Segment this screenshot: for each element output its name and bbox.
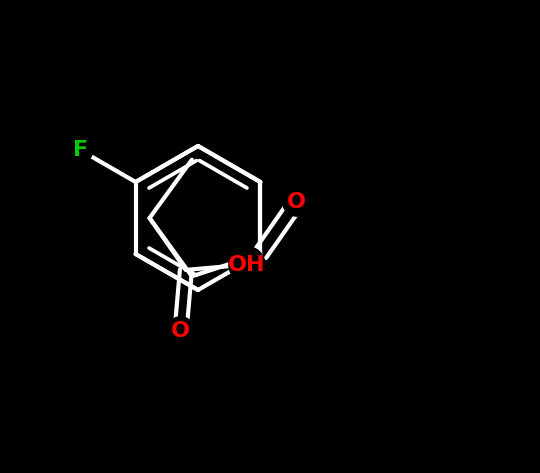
Text: F: F: [73, 140, 89, 160]
Text: O: O: [287, 192, 306, 212]
Circle shape: [229, 246, 265, 282]
Circle shape: [69, 138, 93, 162]
Text: OH: OH: [228, 254, 266, 274]
Circle shape: [283, 188, 310, 216]
Text: O: O: [171, 321, 190, 341]
Circle shape: [166, 317, 194, 345]
